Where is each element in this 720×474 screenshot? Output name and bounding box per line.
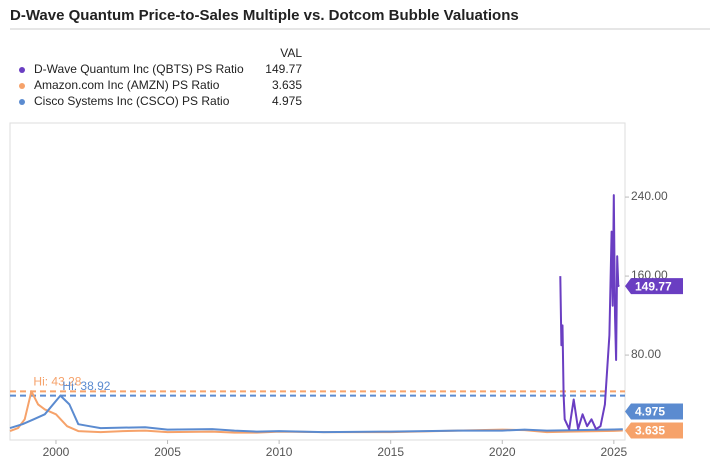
value-tag <box>625 403 683 420</box>
legend-label: Cisco Systems Inc (CSCO) PS Ratio <box>34 94 230 108</box>
legend-value: 3.635 <box>272 78 302 92</box>
legend-swatch <box>19 67 25 73</box>
hi-label: Hi: 38.92 <box>62 379 110 393</box>
plot-frame <box>9 122 626 441</box>
y-tick-label: 240.00 <box>631 189 668 203</box>
legend-value: 149.77 <box>265 62 302 76</box>
x-tick-label: 2010 <box>266 445 293 459</box>
value-tag-label: 149.77 <box>635 279 672 293</box>
series-line <box>9 394 623 434</box>
x-tick-label: 2000 <box>43 445 70 459</box>
legend-label: Amazon.com Inc (AMZN) PS Ratio <box>34 78 220 92</box>
series-line <box>9 390 623 434</box>
value-tag-label: 4.975 <box>635 405 665 419</box>
y-tick-label: 80.00 <box>631 347 661 361</box>
x-tick-label: 2005 <box>154 445 181 459</box>
legend-swatch <box>19 99 25 105</box>
legend-label: D-Wave Quantum Inc (QBTS) PS Ratio <box>34 62 244 76</box>
legend-value: 4.975 <box>272 94 302 108</box>
value-tag-label: 3.635 <box>635 424 665 438</box>
chart-title: D-Wave Quantum Price-to-Sales Multiple v… <box>10 7 519 24</box>
series-line <box>559 194 620 431</box>
hi-label: Hi: 43.28 <box>33 375 81 389</box>
x-tick-label: 2025 <box>600 445 627 459</box>
x-tick-label: 2015 <box>377 445 404 459</box>
legend-header: VAL <box>280 46 302 60</box>
value-tag <box>625 278 683 295</box>
x-tick-label: 2020 <box>489 445 516 459</box>
value-tag <box>625 422 683 439</box>
legend-swatch <box>19 83 25 89</box>
